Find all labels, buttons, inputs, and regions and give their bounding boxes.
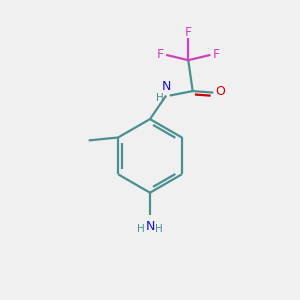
Text: H: H bbox=[156, 93, 164, 103]
Text: N: N bbox=[161, 80, 171, 93]
Text: H: H bbox=[137, 224, 145, 235]
Text: F: F bbox=[213, 48, 220, 62]
Text: F: F bbox=[185, 26, 192, 39]
Text: N: N bbox=[145, 220, 155, 233]
Text: H: H bbox=[155, 224, 163, 235]
Text: O: O bbox=[215, 85, 225, 98]
Text: F: F bbox=[157, 48, 164, 62]
